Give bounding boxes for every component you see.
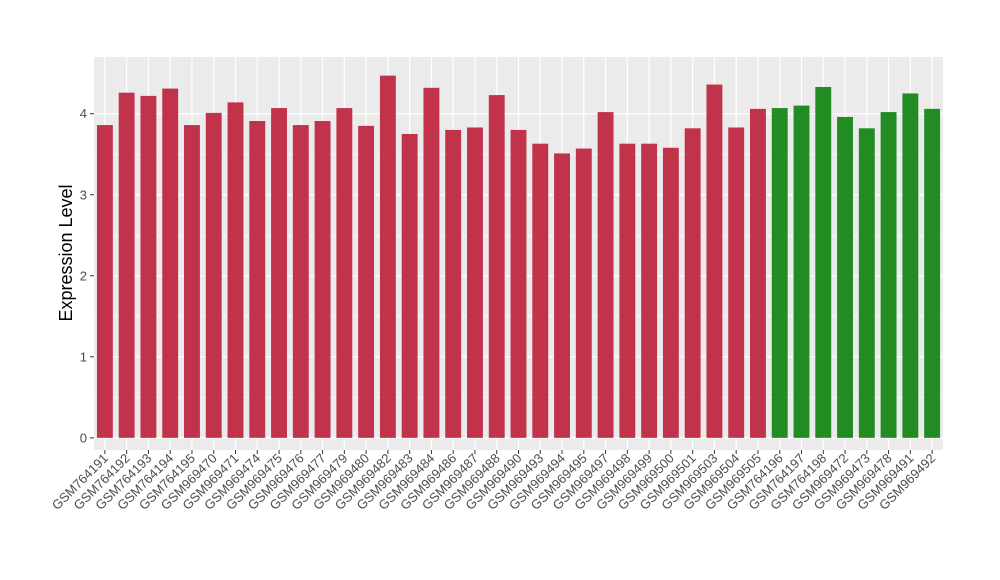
bars <box>96 75 941 438</box>
bar-GSM764195 <box>184 125 200 438</box>
bar-GSM969495 <box>575 148 592 438</box>
bar-GSM969497 <box>597 112 614 438</box>
y-tick-label: 1 <box>80 349 87 364</box>
bar-GSM969483 <box>401 133 418 438</box>
y-tick-label: 3 <box>80 187 87 202</box>
bar-GSM969500 <box>662 147 679 438</box>
bar-GSM764197 <box>793 105 810 438</box>
bar-GSM969498 <box>619 143 636 438</box>
y-tick-label: 0 <box>80 430 87 445</box>
bar-GSM764196 <box>771 108 788 438</box>
bar-GSM969474 <box>249 121 266 438</box>
bar-GSM969503 <box>706 84 723 438</box>
bar-GSM764194 <box>162 88 179 438</box>
bar-GSM969490 <box>510 129 527 438</box>
bar-GSM969477 <box>314 121 331 438</box>
bar-GSM969504 <box>728 127 745 438</box>
bar-GSM764191 <box>96 125 113 438</box>
bar-GSM969472 <box>837 116 853 438</box>
bar-GSM969493 <box>532 143 549 438</box>
bar-GSM969491 <box>902 93 919 438</box>
bar-GSM969470 <box>205 112 222 438</box>
bar-GSM969475 <box>271 108 287 438</box>
x-axis: GSM764191GSM764192GSM764193GSM764194GSM7… <box>49 450 938 513</box>
bar-GSM969471 <box>227 102 244 438</box>
bar-GSM969480 <box>358 125 375 438</box>
bar-GSM764193 <box>140 95 157 438</box>
y-axis-title: Expression Level <box>56 184 76 321</box>
bar-GSM764192 <box>118 92 135 438</box>
bar-GSM969505 <box>750 108 766 438</box>
bar-GSM969478 <box>880 112 897 438</box>
bar-GSM969499 <box>641 143 658 438</box>
bar-GSM969494 <box>554 153 570 438</box>
bar-GSM969486 <box>445 129 462 438</box>
y-axis: 0 1 2 3 4 <box>80 106 94 445</box>
bar-GSM969479 <box>336 108 353 438</box>
bar-GSM969482 <box>379 75 396 438</box>
bar-GSM764198 <box>815 86 832 438</box>
bar-GSM969476 <box>292 125 309 438</box>
y-tick-label: 4 <box>80 106 87 121</box>
bar-GSM969473 <box>858 128 875 438</box>
bar-GSM969501 <box>684 128 701 438</box>
y-tick-label: 2 <box>80 268 87 283</box>
bar-GSM969488 <box>488 95 505 438</box>
bar-GSM969484 <box>423 87 440 438</box>
bar-GSM969487 <box>467 127 483 438</box>
bar-GSM969492 <box>924 108 941 438</box>
